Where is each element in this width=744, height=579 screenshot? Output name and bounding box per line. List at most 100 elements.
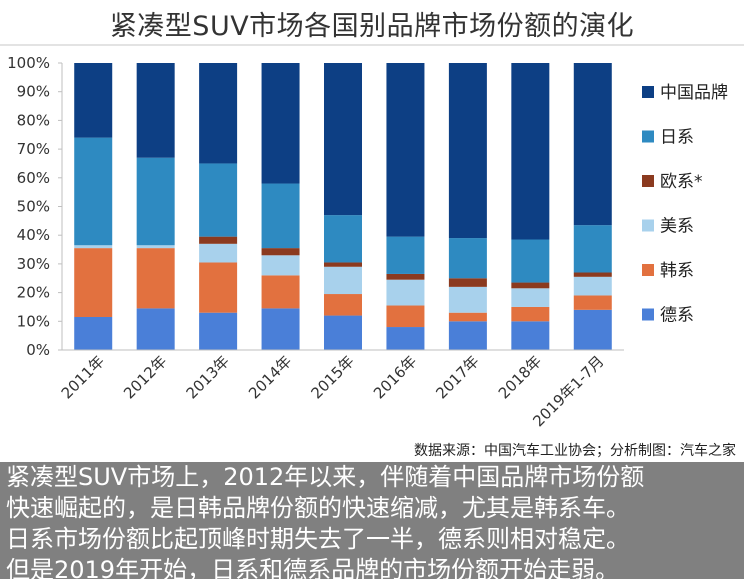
legend-item: 日系 <box>642 128 694 148</box>
legend-swatch <box>642 264 654 276</box>
bar-segment <box>136 157 175 246</box>
bar-segment <box>573 276 612 296</box>
bar-segment <box>261 275 300 309</box>
bar-segment <box>136 63 175 158</box>
bar-segment <box>199 163 238 237</box>
bar-segment <box>448 321 487 350</box>
bar-segment <box>386 279 425 306</box>
legend-swatch <box>642 130 654 143</box>
bar-segment <box>386 63 425 237</box>
bar-segment <box>511 306 550 322</box>
bar-segment <box>136 308 175 350</box>
x-tick-label: 2015年 <box>307 352 357 402</box>
bar-segment <box>448 286 487 313</box>
y-tick-label: 40% <box>17 226 50 244</box>
bar-segment <box>511 63 550 240</box>
x-axis: 2011年 2012年 2013年 2014年 2015年 2016年 2017年 2018年… <box>58 349 624 430</box>
bar-segment <box>199 312 238 350</box>
stacked-bar-chart: 0%10%20%30%40%50%60%70%80%90%100% 2011年 2… <box>7 54 728 430</box>
x-tick-label: 2014年 <box>245 352 295 402</box>
legend-item: 韩系 <box>642 261 694 281</box>
legend-swatch <box>642 308 654 321</box>
bar-segment <box>386 305 425 328</box>
y-tick-label: 100% <box>7 54 50 72</box>
source-note: 数据来源：中国汽车工业协会；分析制图：汽车之家 <box>414 443 736 459</box>
caption-line-2: 快速崛起的，是日韩品牌份额的快速缩减，尤其是韩系车。 <box>6 494 630 522</box>
bar-segment <box>386 327 425 350</box>
legend-swatch <box>642 219 654 232</box>
bar-segment <box>136 245 175 249</box>
bar-segment <box>324 63 362 216</box>
bar-segment <box>573 225 612 273</box>
legend-label: 欧系* <box>660 172 703 192</box>
bar-series <box>74 63 612 350</box>
bar-segment <box>324 294 362 316</box>
bar-segment <box>199 243 238 263</box>
legend-swatch <box>642 86 654 98</box>
bar-segment <box>261 183 300 249</box>
bar-segment <box>573 272 612 277</box>
x-tick-label: 2016年 <box>370 352 420 402</box>
bar-segment <box>448 63 487 239</box>
caption-line-4: 但是2019年开始，日系和德系品牌的市场份额开始走弱。 <box>6 556 620 579</box>
bar-segment <box>74 245 113 249</box>
bar-segment <box>261 308 300 350</box>
x-tick-label: 2017年 <box>432 352 482 402</box>
bar-segment <box>74 248 113 317</box>
legend-label: 美系 <box>660 217 694 237</box>
caption-box: 紧凑型SUV市场上，2012年以来，伴随着中国品牌市场份额 快速崛起的，是日韩品… <box>0 462 744 579</box>
x-tick-label: 2011年 <box>58 352 108 402</box>
bar-segment <box>324 262 362 267</box>
legend-label: 中国品牌 <box>660 83 728 103</box>
legend-item: 欧系* <box>642 172 703 192</box>
bar-segment <box>386 273 425 280</box>
bar-segment <box>136 248 175 309</box>
legend-item: 美系 <box>642 217 694 237</box>
chart-title: 紧凑型SUV市场各国别品牌市场份额的演化 <box>109 11 635 42</box>
y-axis: 0% 10% 20% 30% 40% 50% 60% 70% 80% 90% 100% <box>7 54 63 359</box>
bar-segment <box>261 248 300 256</box>
legend-item: 中国品牌 <box>642 83 728 103</box>
y-tick-label: 80% <box>17 111 50 129</box>
x-tick-label: 2012年 <box>120 352 170 402</box>
legend-label: 韩系 <box>660 261 694 281</box>
bar-segment <box>511 288 550 307</box>
bar-segment <box>386 236 425 274</box>
y-tick-label: 70% <box>17 140 50 158</box>
legend-label: 日系 <box>660 128 694 148</box>
x-tick-label: 2013年 <box>183 352 233 402</box>
x-tick-label: 2018年 <box>495 352 545 402</box>
bar-segment <box>261 255 300 276</box>
bar-segment <box>573 309 612 350</box>
y-tick-label: 60% <box>17 169 50 187</box>
bar-segment <box>261 63 300 184</box>
bar-segment <box>573 295 612 310</box>
bar-segment <box>199 236 238 244</box>
caption-line-3: 日系市场份额比起顶峰时期失去了一半，德系则相对稳定。 <box>6 525 630 553</box>
bar-segment <box>199 262 238 313</box>
y-tick-label: 90% <box>17 83 50 101</box>
legend-item: 德系 <box>642 306 694 326</box>
bar-segment <box>324 215 362 263</box>
bar-segment <box>324 266 362 295</box>
y-tick-label: 20% <box>17 284 50 302</box>
y-tick-label: 50% <box>17 198 50 216</box>
bar-segment <box>448 312 487 322</box>
bar-segment <box>74 316 113 350</box>
title-divider <box>0 44 744 46</box>
bar-segment <box>511 321 550 350</box>
bar-segment <box>448 238 487 279</box>
bar-segment <box>511 239 550 283</box>
legend-label: 德系 <box>660 306 694 326</box>
bar-segment <box>511 282 550 289</box>
y-tick-label: 30% <box>17 255 50 273</box>
bar-segment <box>199 63 238 164</box>
bar-segment <box>74 63 113 138</box>
bar-segment <box>573 63 612 226</box>
bar-segment <box>74 137 113 246</box>
bar-segment <box>448 278 487 287</box>
y-tick-label: 10% <box>17 312 50 330</box>
bar-segment <box>324 315 362 350</box>
legend-swatch <box>642 175 654 187</box>
